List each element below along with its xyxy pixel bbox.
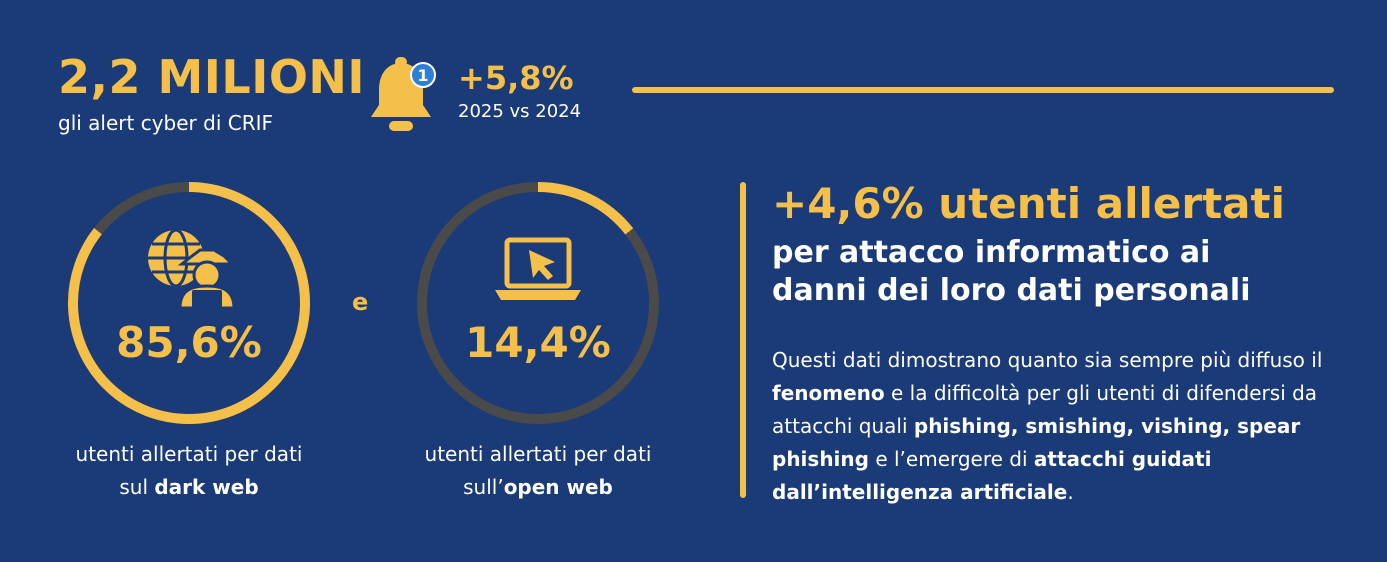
growth-value: +5,8% xyxy=(458,59,574,97)
dark-web-percent: 85,6% xyxy=(116,318,262,367)
open-web-ring xyxy=(417,182,659,424)
dark-web-caption-prefix: sul xyxy=(119,475,155,499)
growth-period: 2025 vs 2024 xyxy=(458,101,582,122)
vertical-divider xyxy=(740,182,746,498)
right-title: +4,6% utenti allertati xyxy=(772,179,1285,228)
body-highlight: fenomeno xyxy=(772,381,885,405)
headline-subtitle: gli alert cyber di CRIF xyxy=(58,111,273,135)
connector-text: e xyxy=(352,288,369,316)
right-subtitle-line1: per attacco informatico ai xyxy=(772,235,1211,270)
body-segment: Questi dati dimostrano quanto sia sempre… xyxy=(772,348,1323,372)
open-web-caption-line1: utenti allertati per dati xyxy=(424,442,652,466)
bell-icon: 1 xyxy=(371,57,436,131)
laptop-cursor-icon xyxy=(495,237,581,300)
body-segment: e la difficoltà per gli utenti di difend… xyxy=(772,381,1318,438)
headline-number: 2,2 MILIONI xyxy=(58,50,366,104)
dark-web-caption-bold: dark web xyxy=(154,475,259,499)
open-web-ring-fill xyxy=(417,182,659,424)
hacker-globe-icon xyxy=(148,228,236,310)
dark-web-caption-line1: utenti allertati per dati xyxy=(75,442,303,466)
body-segment: . xyxy=(1067,480,1074,504)
open-web-caption-prefix: sull’ xyxy=(463,475,504,499)
body-highlight: phishing, smishing, vishing, spear phish… xyxy=(772,414,1301,471)
notification-badge xyxy=(410,62,436,88)
right-subtitle: per attacco informatico ai danni dei lor… xyxy=(772,234,1332,310)
open-web-caption: utenti allertati per dati sull’open web xyxy=(368,438,708,504)
right-subtitle-line2: danni dei loro dati personali xyxy=(772,273,1251,308)
open-web-caption-bold: open web xyxy=(503,475,613,499)
top-divider xyxy=(632,87,1334,93)
body-segment: e l’emergere di xyxy=(868,447,1034,471)
open-web-percent: 14,4% xyxy=(465,318,611,367)
body-highlight: attacchi guidati dall’intelligenza artif… xyxy=(772,447,1212,504)
dark-web-ring-fill xyxy=(68,182,310,424)
dark-web-ring xyxy=(68,182,310,424)
notification-badge-count: 1 xyxy=(417,66,428,85)
dark-web-caption: utenti allertati per dati sul dark web xyxy=(19,438,359,504)
right-body-text: Questi dati dimostrano quanto sia sempre… xyxy=(772,344,1332,509)
